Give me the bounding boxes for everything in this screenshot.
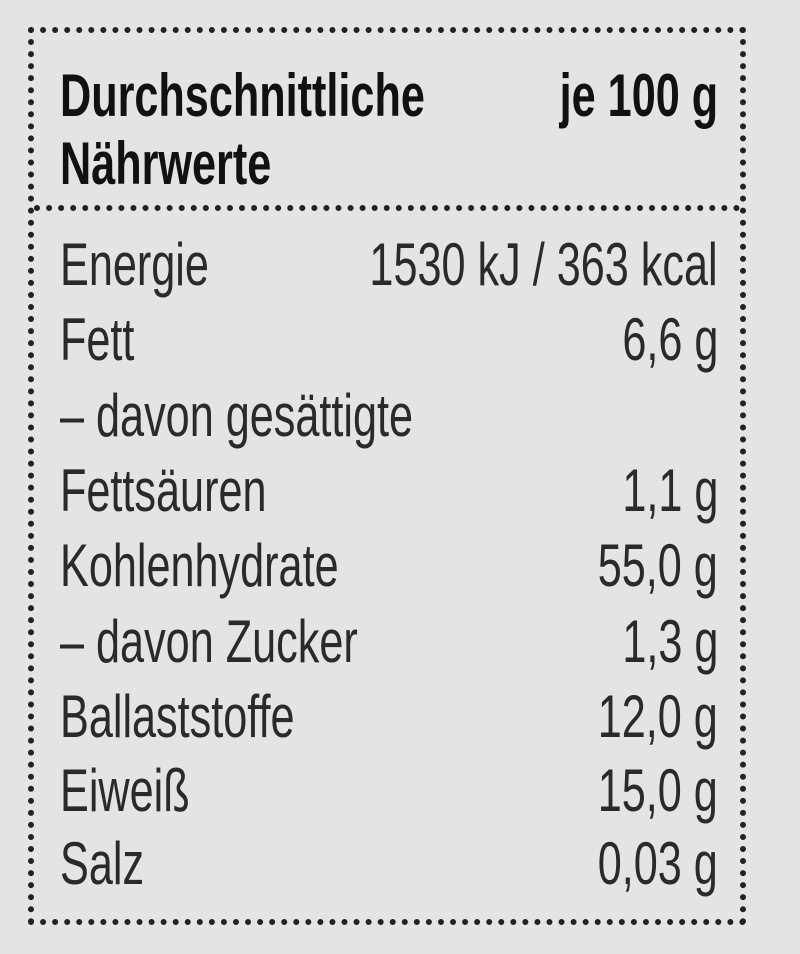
header-title-line2: Nährwerte bbox=[60, 130, 272, 197]
row-label: Kohlenhydrate bbox=[60, 532, 339, 599]
row-label: Salz bbox=[60, 830, 145, 897]
row-label: Fett bbox=[60, 306, 135, 373]
row-value: 55,0 g bbox=[597, 532, 718, 599]
row-label: Fettsäuren bbox=[60, 457, 267, 524]
table-header: Durchschnittliche Nährwerte je 100 g bbox=[34, 33, 740, 211]
row-label: – davon gesättigte bbox=[60, 382, 414, 449]
row-label: Energie bbox=[60, 231, 209, 298]
nutrition-table: Durchschnittliche Nährwerte je 100 g Ene… bbox=[28, 27, 746, 925]
row-value: 12,0 g bbox=[597, 683, 718, 750]
row-label: Eiweiß bbox=[60, 757, 190, 824]
row-value: 1,1 g bbox=[621, 457, 718, 524]
row-label: – davon Zucker bbox=[60, 608, 358, 675]
row-value: 1530 kJ / 363 kcal bbox=[369, 231, 718, 298]
row-label: Ballaststoffe bbox=[60, 683, 295, 750]
row-value: 15,0 g bbox=[597, 757, 718, 824]
row-value: 1,3 g bbox=[621, 608, 718, 675]
row-value: 0,03 g bbox=[597, 830, 718, 897]
header-per: je 100 g bbox=[559, 62, 718, 129]
header-title-line1: Durchschnittliche bbox=[60, 62, 425, 129]
row-value: 6,6 g bbox=[621, 306, 718, 373]
